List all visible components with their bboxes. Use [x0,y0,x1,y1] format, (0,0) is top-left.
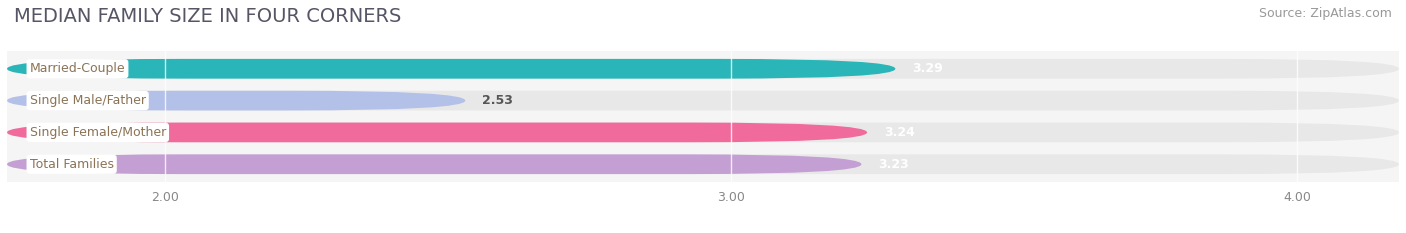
FancyBboxPatch shape [7,123,868,142]
FancyBboxPatch shape [7,123,1399,142]
Text: MEDIAN FAMILY SIZE IN FOUR CORNERS: MEDIAN FAMILY SIZE IN FOUR CORNERS [14,7,402,26]
Text: 2.53: 2.53 [482,94,513,107]
FancyBboxPatch shape [7,59,1399,79]
Text: 3.29: 3.29 [912,62,943,75]
FancyBboxPatch shape [7,59,896,79]
Text: 3.24: 3.24 [884,126,915,139]
Text: Single Male/Father: Single Male/Father [30,94,146,107]
Text: 3.23: 3.23 [879,158,910,171]
Text: Married-Couple: Married-Couple [30,62,125,75]
Text: Source: ZipAtlas.com: Source: ZipAtlas.com [1258,7,1392,20]
FancyBboxPatch shape [7,91,1399,110]
FancyBboxPatch shape [7,154,1399,174]
Text: Total Families: Total Families [30,158,114,171]
FancyBboxPatch shape [7,91,465,110]
FancyBboxPatch shape [7,154,862,174]
Text: Single Female/Mother: Single Female/Mother [30,126,166,139]
